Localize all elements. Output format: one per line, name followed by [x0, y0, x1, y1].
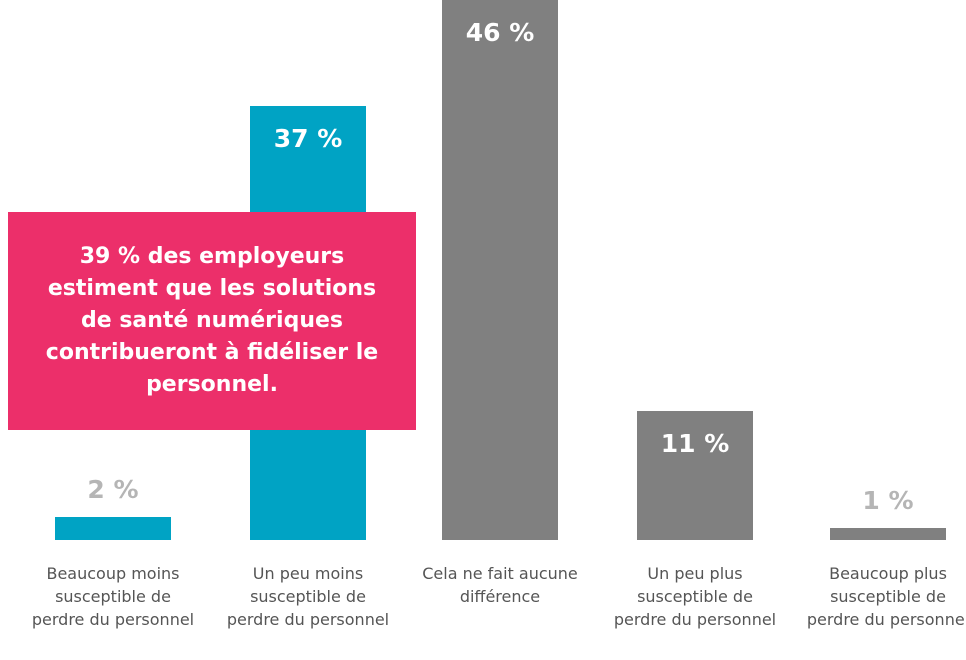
bar	[55, 516, 171, 540]
x-tick-label: Beaucoup moins susceptible de perdre du …	[31, 564, 195, 629]
x-tick-label: Un peu plus susceptible de perdre du per…	[613, 564, 777, 629]
value-label: 46 %	[465, 18, 535, 47]
value-label: 1 %	[862, 486, 914, 516]
value-label: 2 %	[87, 474, 139, 504]
annotation: 39 % des employeurs estiment que les sol…	[8, 212, 416, 430]
value-label: 11 %	[660, 428, 730, 458]
x-tick-label: Beaucoup plus susceptible de perdre du p…	[806, 564, 966, 629]
bar	[830, 528, 946, 540]
bar	[442, 0, 558, 540]
x-tick-label: Cela ne fait aucune différence	[422, 564, 578, 606]
bar	[637, 410, 753, 540]
value-label: 37 %	[273, 123, 343, 153]
x-tick-label: Un peu moins susceptible de perdre du pe…	[226, 564, 390, 629]
